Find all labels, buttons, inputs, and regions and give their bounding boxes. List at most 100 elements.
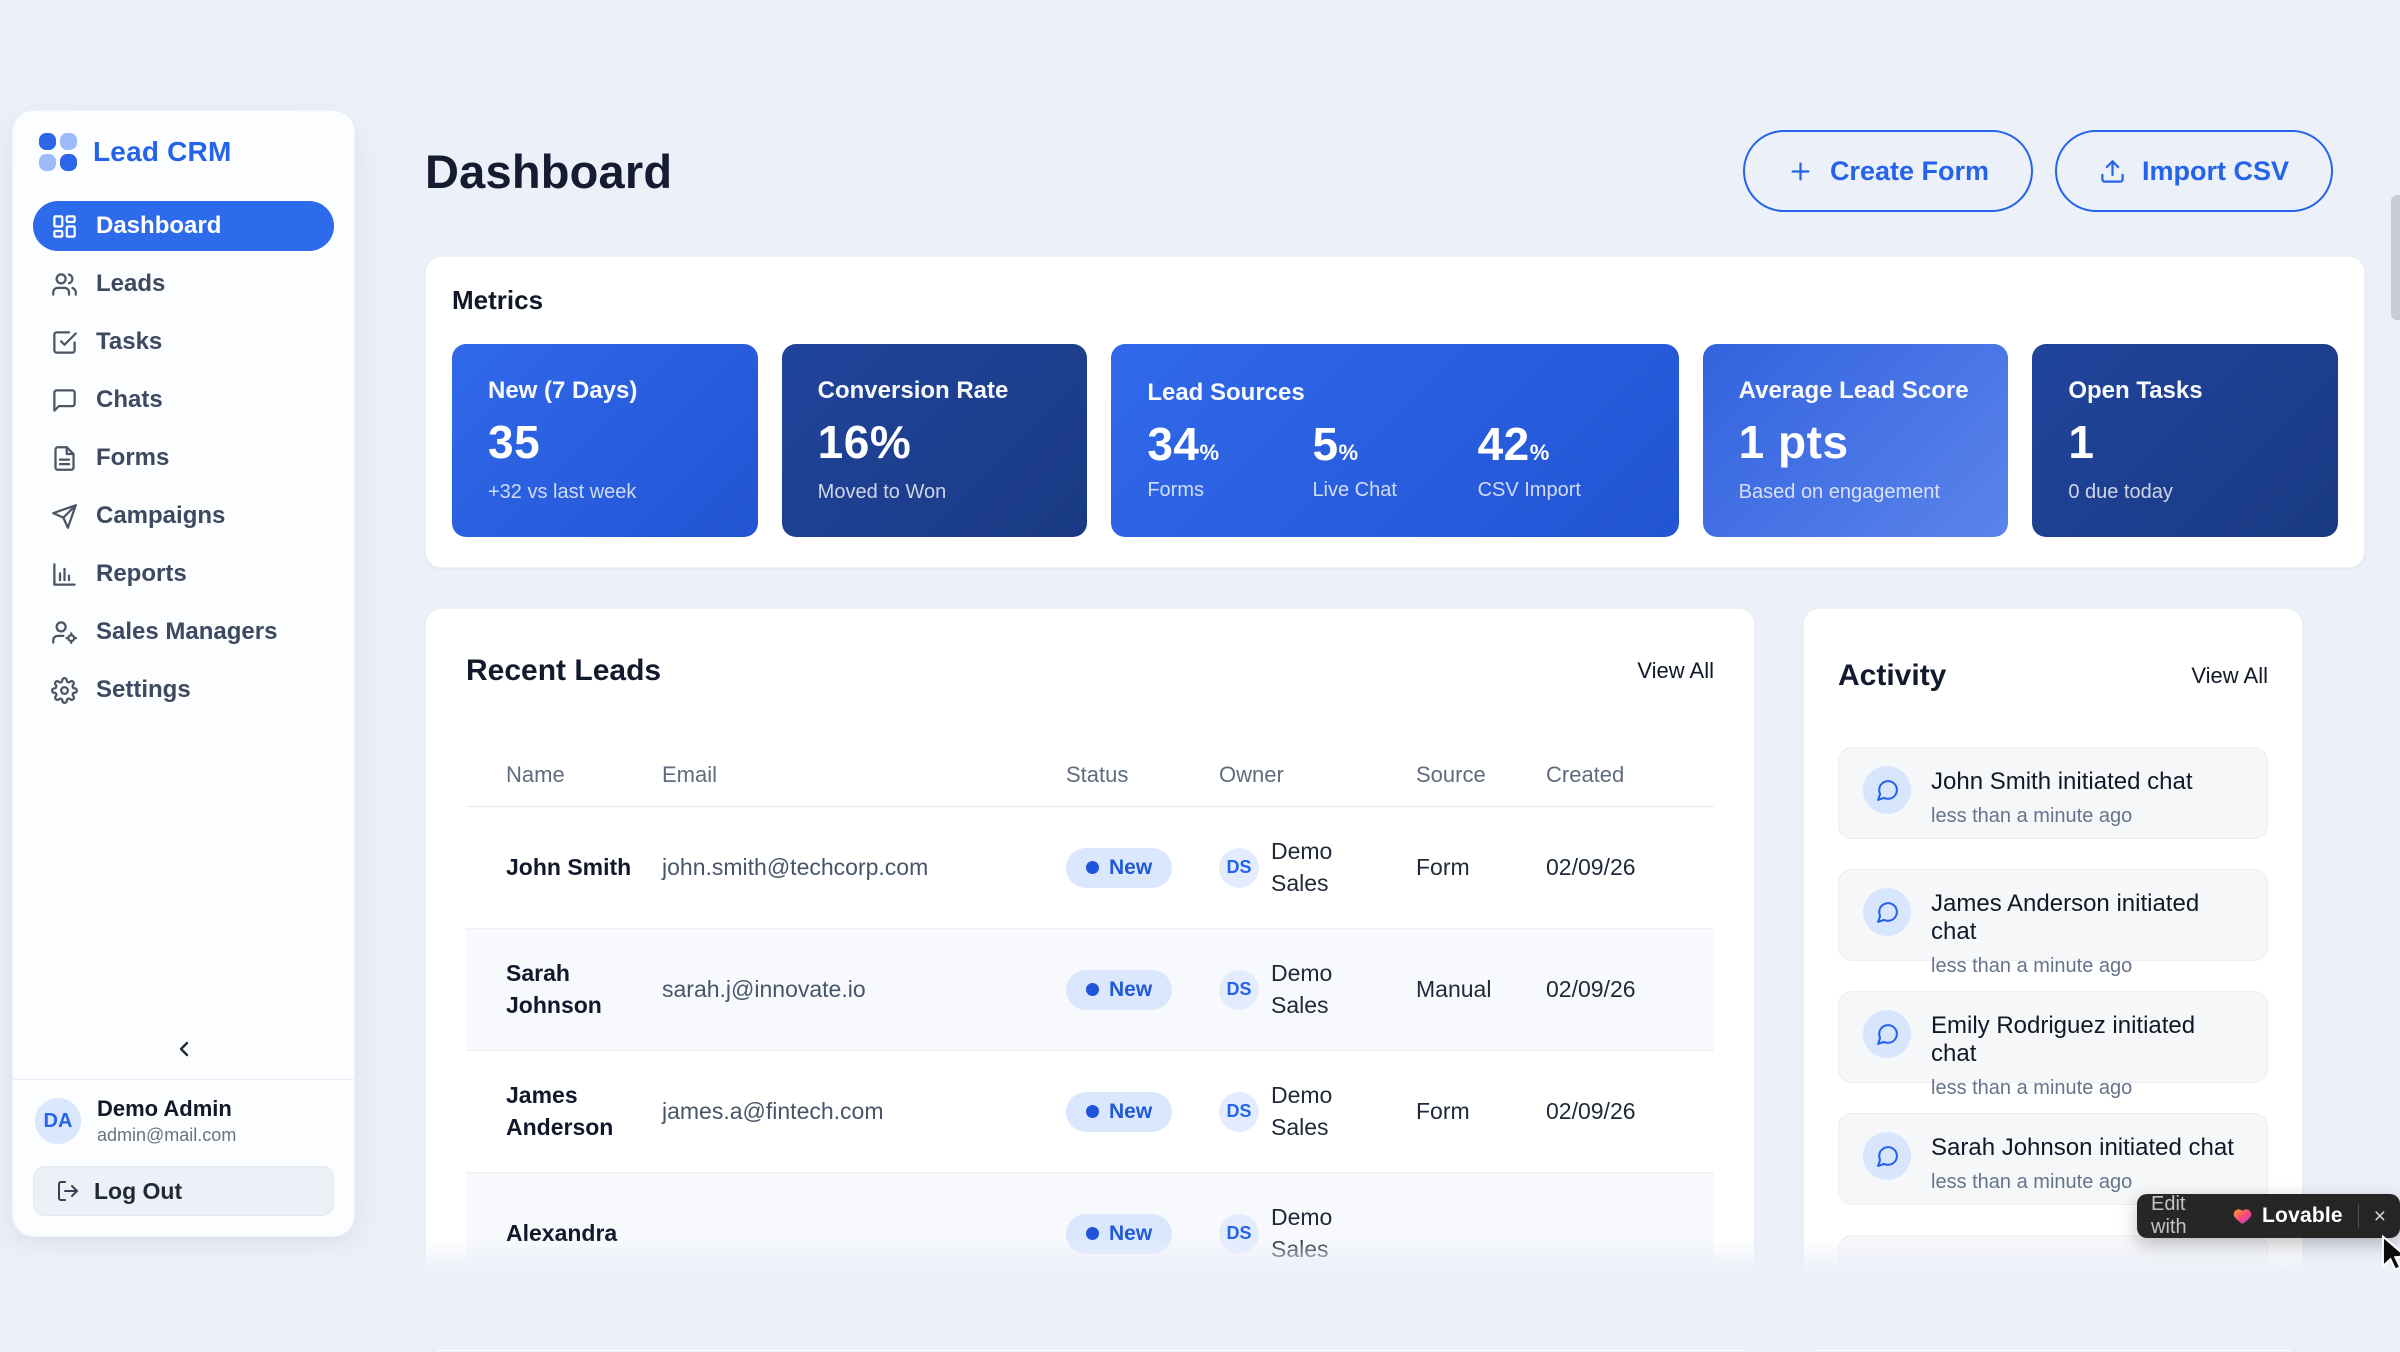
column-header-source: Source — [1416, 761, 1486, 787]
file-text-icon — [54, 445, 75, 471]
metrics-heading: Metrics — [452, 285, 544, 315]
chevron-left-icon — [179, 1041, 188, 1057]
user-avatar: DA — [35, 1098, 81, 1144]
gear-icon — [51, 676, 78, 704]
sidebar-item-leads[interactable]: Leads — [33, 259, 334, 309]
status-badge: New — [1066, 969, 1173, 1010]
list-item[interactable]: John Smith initiated chat less than a mi… — [1838, 747, 2268, 839]
activity-section: Activity View All John Smith initiated c… — [1803, 608, 2303, 1352]
sidebar-item-label: Forms — [96, 444, 170, 471]
sidebar-item-tasks[interactable]: Tasks — [33, 317, 334, 367]
sidebar-item-label: Campaigns — [96, 502, 226, 529]
activity-view-all-link[interactable]: View All — [2191, 663, 2268, 688]
users-icon — [52, 272, 77, 296]
logout-label: Log Out — [94, 1177, 183, 1204]
column-header-name: Name — [506, 761, 565, 787]
metric-card-conversion-rate: Conversion Rate 16% Moved to Won — [781, 344, 1088, 537]
app-logo-icon — [39, 133, 77, 171]
sidebar-item-dashboard[interactable]: Dashboard — [33, 201, 334, 251]
sidebar-item-label: Dashboard — [96, 212, 222, 239]
owner-avatar: DS — [1219, 847, 1259, 888]
page-header: Dashboard Create Form Import CSV — [425, 130, 2365, 212]
main-content: Dashboard Create Form Import CSV Metrics… — [425, 0, 2365, 1352]
status-badge: New — [1066, 847, 1173, 888]
sidebar-item-label: Chats — [96, 386, 163, 413]
lead-source-forms: 34% Forms — [1147, 418, 1220, 501]
sidebar-item-label: Tasks — [96, 328, 163, 355]
list-item[interactable]: Emily Rodriguez initiated chat less than… — [1838, 991, 2268, 1099]
sidebar-item-chats[interactable]: Chats — [33, 375, 334, 425]
metrics-section: Metrics New (7 Days) 35 +32 vs last week… — [425, 256, 2365, 568]
recent-leads-view-all-link[interactable]: View All — [1637, 658, 1714, 683]
app-title: Lead CRM — [93, 136, 232, 167]
lead-source-live-chat: 5% Live Chat — [1312, 418, 1397, 501]
activity-list: John Smith initiated chat less than a mi… — [1838, 747, 2268, 1327]
metrics-row: New (7 Days) 35 +32 vs last week Convers… — [452, 344, 2338, 537]
owner-avatar: DS — [1219, 1213, 1259, 1254]
table-row[interactable]: James Anderson james.a@fintech.com New D… — [466, 1051, 1714, 1173]
status-badge: New — [1066, 1091, 1173, 1132]
dashboard-icon — [53, 214, 76, 238]
send-icon — [52, 503, 77, 529]
chat-icon — [1863, 888, 1911, 936]
sidebar-item-forms[interactable]: Forms — [33, 433, 334, 483]
sidebar: Lead CRM Dashboard Leads Tasks Chats For… — [12, 110, 355, 1237]
sidebar-nav: Dashboard Leads Tasks Chats Forms Campai… — [33, 201, 334, 715]
import-csv-button[interactable]: Import CSV — [2054, 130, 2333, 212]
mouse-cursor — [2382, 1234, 2400, 1271]
upload-icon — [2101, 159, 2124, 183]
close-icon[interactable]: × — [2373, 1204, 2386, 1228]
recent-leads-section: Recent Leads View All Name Email Status … — [425, 608, 1755, 1352]
logout-button[interactable]: Log Out — [33, 1166, 334, 1216]
owner-avatar: DS — [1219, 1091, 1259, 1132]
lovable-badge[interactable]: Edit with Lovable × — [2137, 1193, 2400, 1238]
chat-icon — [1863, 766, 1911, 814]
leads-table-header: Name Email Status Owner Source Created — [466, 743, 1714, 807]
metric-card-open-tasks: Open Tasks 1 0 due today — [2032, 344, 2338, 537]
header-actions: Create Form Import CSV — [1742, 130, 2333, 212]
scrollbar-thumb[interactable] — [2391, 195, 2400, 320]
sidebar-item-sales-managers[interactable]: Sales Managers — [33, 607, 334, 657]
user-name: Demo Admin — [97, 1096, 232, 1121]
sidebar-item-reports[interactable]: Reports — [33, 549, 334, 599]
leads-table: Name Email Status Owner Source Created J… — [466, 743, 1714, 1295]
chat-icon — [1863, 1010, 1911, 1058]
chat-icon — [1863, 1132, 1911, 1180]
check-square-icon — [53, 330, 77, 354]
create-form-button[interactable]: Create Form — [1742, 130, 2033, 212]
table-row[interactable]: Sarah Johnson sarah.j@innovate.io New DS… — [466, 929, 1714, 1051]
sidebar-item-settings[interactable]: Settings — [33, 665, 334, 715]
list-item[interactable]: Sarah Johnson initiated chat less than a… — [1838, 1113, 2268, 1205]
brand: Lead CRM — [33, 133, 334, 171]
column-header-owner: Owner — [1219, 761, 1284, 787]
sidebar-item-label: Leads — [96, 270, 166, 297]
sidebar-collapse-button[interactable] — [162, 1029, 206, 1069]
lovable-heart-icon — [2233, 1209, 2252, 1224]
list-item[interactable]: James Anderson initiated chat less than … — [1838, 869, 2268, 977]
lead-source-csv-import: 42% CSV Import — [1477, 418, 1581, 501]
sidebar-item-label: Settings — [96, 676, 191, 703]
column-header-email: Email — [662, 761, 718, 787]
metric-card-new-7-days: New (7 Days) 35 +32 vs last week — [452, 344, 758, 537]
column-header-created: Created — [1546, 761, 1625, 787]
user-cog-icon — [52, 620, 78, 644]
logout-icon — [58, 1181, 78, 1201]
owner-avatar: DS — [1219, 969, 1259, 1010]
table-row[interactable]: John Smith john.smith@techcorp.com New D… — [466, 807, 1714, 929]
page-title: Dashboard — [425, 144, 673, 198]
sidebar-footer: DA Demo Admin admin@mail.com Log Out — [13, 1079, 354, 1216]
recent-leads-title: Recent Leads — [466, 654, 662, 687]
user-profile[interactable]: DA Demo Admin admin@mail.com — [33, 1096, 334, 1146]
user-email: admin@mail.com — [97, 1125, 237, 1145]
viewport-bottom-cover — [0, 1272, 2400, 1350]
sidebar-item-campaigns[interactable]: Campaigns — [33, 491, 334, 541]
metric-card-lead-sources: Lead Sources 34% Forms 5% Live Chat 42% … — [1111, 344, 1679, 537]
bar-chart-icon — [53, 562, 76, 586]
plus-icon — [1791, 162, 1810, 180]
metric-card-average-lead-score: Average Lead Score 1 pts Based on engage… — [1702, 344, 2009, 537]
column-header-status: Status — [1066, 761, 1129, 787]
sidebar-item-label: Reports — [96, 560, 187, 587]
chat-bubble-icon — [53, 388, 76, 412]
activity-title: Activity — [1838, 659, 1947, 692]
sidebar-item-label: Sales Managers — [96, 618, 278, 645]
